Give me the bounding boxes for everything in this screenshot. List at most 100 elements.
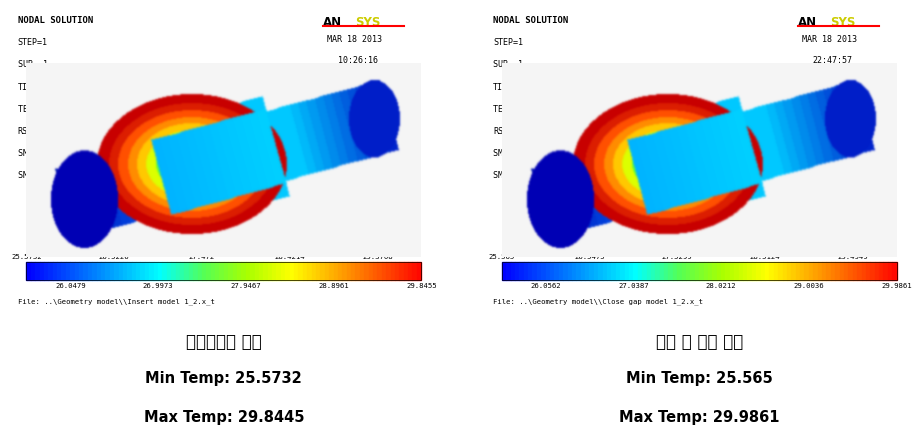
- Text: RSYS=0: RSYS=0: [18, 127, 48, 135]
- Bar: [738, 262, 743, 280]
- Bar: [268, 262, 272, 280]
- Bar: [347, 262, 351, 280]
- Bar: [250, 262, 255, 280]
- Bar: [660, 262, 664, 280]
- Bar: [607, 262, 611, 280]
- Bar: [263, 262, 268, 280]
- Text: 10:26:16: 10:26:16: [338, 56, 378, 65]
- Bar: [136, 262, 140, 280]
- Text: 26.0479: 26.0479: [55, 282, 86, 288]
- Bar: [62, 262, 66, 280]
- Bar: [541, 262, 545, 280]
- Bar: [145, 262, 150, 280]
- Text: 26.9973: 26.9973: [143, 282, 174, 288]
- Text: RSYS=0: RSYS=0: [493, 127, 523, 135]
- Text: SYS: SYS: [830, 16, 856, 29]
- Bar: [255, 262, 259, 280]
- Bar: [320, 262, 325, 280]
- Text: 27.9467: 27.9467: [231, 282, 261, 288]
- Bar: [185, 262, 188, 280]
- Bar: [413, 262, 417, 280]
- Text: 29.3708: 29.3708: [362, 254, 392, 260]
- Bar: [761, 262, 765, 280]
- Text: 점촉 열 저항 모델: 점촉 열 저항 모델: [655, 332, 743, 350]
- Bar: [558, 262, 563, 280]
- Text: 29.0036: 29.0036: [794, 282, 824, 288]
- Bar: [533, 262, 537, 280]
- Text: SMX =29.8455: SMX =29.8455: [18, 171, 78, 180]
- Bar: [818, 262, 822, 280]
- Bar: [228, 262, 233, 280]
- Text: TIME=60: TIME=60: [18, 83, 53, 92]
- Bar: [826, 262, 831, 280]
- Bar: [756, 262, 761, 280]
- Bar: [373, 262, 378, 280]
- Bar: [563, 262, 568, 280]
- Bar: [800, 262, 805, 280]
- Bar: [545, 262, 550, 280]
- Text: Max Temp: 29.8445: Max Temp: 29.8445: [144, 409, 304, 424]
- Text: TEMP      (AVG): TEMP (AVG): [18, 104, 93, 113]
- Bar: [673, 262, 677, 280]
- Bar: [791, 262, 796, 280]
- Bar: [215, 262, 220, 280]
- Bar: [664, 262, 668, 280]
- Bar: [66, 262, 70, 280]
- Text: NODAL SOLUTION: NODAL SOLUTION: [493, 16, 569, 25]
- Bar: [642, 262, 646, 280]
- Bar: [400, 262, 403, 280]
- Bar: [57, 262, 62, 280]
- Bar: [633, 262, 638, 280]
- Bar: [590, 262, 593, 280]
- Bar: [167, 262, 171, 280]
- Bar: [773, 262, 778, 280]
- Text: 25.5732: 25.5732: [11, 254, 42, 260]
- Bar: [79, 262, 83, 280]
- Bar: [844, 262, 848, 280]
- Bar: [40, 262, 44, 280]
- Bar: [813, 262, 818, 280]
- Bar: [333, 262, 338, 280]
- Bar: [861, 262, 866, 280]
- Bar: [188, 262, 193, 280]
- Bar: [368, 262, 373, 280]
- Bar: [48, 262, 53, 280]
- Bar: [822, 262, 826, 280]
- Bar: [27, 262, 30, 280]
- Bar: [646, 262, 651, 280]
- Bar: [523, 262, 528, 280]
- Bar: [123, 262, 127, 280]
- Bar: [510, 262, 515, 280]
- Bar: [708, 262, 713, 280]
- Bar: [105, 262, 110, 280]
- Bar: [395, 262, 400, 280]
- Bar: [625, 262, 629, 280]
- Text: MAR 18 2013: MAR 18 2013: [327, 35, 382, 43]
- Bar: [537, 262, 541, 280]
- Bar: [893, 262, 896, 280]
- Bar: [752, 262, 756, 280]
- Bar: [132, 262, 136, 280]
- Bar: [703, 262, 708, 280]
- Bar: [638, 262, 642, 280]
- Bar: [360, 262, 365, 280]
- Bar: [233, 262, 237, 280]
- Text: SUB =1: SUB =1: [493, 60, 523, 69]
- Bar: [294, 262, 298, 280]
- Bar: [870, 262, 875, 280]
- Bar: [290, 262, 294, 280]
- Bar: [140, 262, 145, 280]
- Bar: [853, 262, 857, 280]
- Bar: [743, 262, 748, 280]
- Bar: [550, 262, 555, 280]
- Bar: [585, 262, 590, 280]
- Bar: [316, 262, 320, 280]
- Bar: [690, 262, 695, 280]
- Bar: [325, 262, 330, 280]
- Text: 26.5475: 26.5475: [574, 254, 605, 260]
- Bar: [88, 262, 92, 280]
- Text: TEMP      (AVG): TEMP (AVG): [493, 104, 569, 113]
- Bar: [127, 262, 132, 280]
- Bar: [193, 262, 198, 280]
- Bar: [180, 262, 185, 280]
